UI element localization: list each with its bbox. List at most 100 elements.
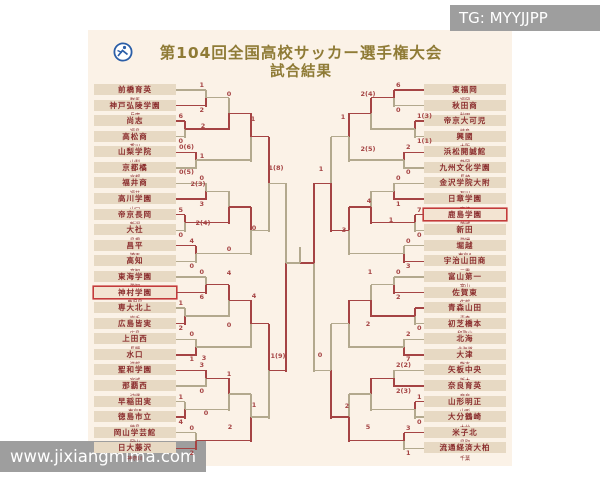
bracket-line	[185, 128, 229, 130]
bracket-line	[415, 120, 424, 122]
match-score: 0	[203, 409, 209, 417]
bracket-line	[313, 183, 315, 265]
match-score: 1	[417, 392, 422, 401]
bracket-line	[228, 378, 230, 396]
bracket-line	[370, 284, 372, 302]
match-score: 0	[417, 230, 422, 239]
bracket-line	[371, 190, 394, 192]
bracket-line	[404, 260, 424, 263]
bracket-line	[176, 447, 196, 450]
team-box: 日章学園	[424, 193, 506, 205]
bracket-line	[393, 191, 395, 201]
bracket-line	[250, 323, 252, 349]
match-score: 6	[396, 81, 401, 89]
match-score: 7	[406, 355, 411, 364]
bracket-line	[394, 276, 424, 278]
bracket-line	[394, 369, 424, 372]
match-score: 2(4)	[360, 90, 376, 98]
bracket-line	[349, 112, 371, 115]
bracket-line	[300, 262, 314, 264]
match-score: 6	[199, 293, 204, 302]
match-score: 4	[226, 269, 232, 277]
bracket-line	[314, 182, 331, 185]
bracket-line	[403, 432, 405, 442]
match-score: 7	[417, 205, 422, 214]
match-score: 0	[396, 106, 401, 115]
bracket-line	[394, 104, 424, 107]
bracket-line	[403, 152, 405, 162]
bracket-line	[195, 339, 197, 349]
team-box: 大津	[424, 348, 506, 360]
bracket-line	[285, 263, 287, 372]
bracket-line	[176, 416, 185, 418]
bracket-line	[205, 284, 207, 294]
team-box: 高川学園	[94, 193, 176, 205]
bracket-line	[205, 378, 207, 388]
team-box: 東福岡	[424, 84, 506, 95]
bracket-line	[176, 369, 206, 372]
team-box: 専大北上	[94, 302, 176, 314]
team-box: 秋田商	[424, 99, 506, 111]
bracket-line	[371, 97, 394, 99]
bracket-line	[195, 245, 197, 255]
match-score: 0	[178, 230, 183, 239]
bracket-line	[393, 378, 395, 388]
team-box: 水口	[94, 348, 176, 360]
match-score: 1(8)	[268, 164, 284, 172]
match-score: 0	[417, 417, 422, 426]
bracket-line	[250, 136, 252, 162]
bracket-line	[268, 323, 270, 372]
bracket-line	[414, 308, 416, 318]
match-score: 0	[406, 236, 411, 245]
match-score: 3	[199, 199, 204, 208]
match-score: 1	[189, 355, 194, 364]
match-score: 4	[366, 197, 372, 205]
bracket-line	[330, 136, 332, 185]
team-box: 矢板中央	[424, 364, 506, 376]
bracket-line	[349, 252, 404, 255]
match-score: 2(2)	[396, 361, 411, 370]
champion-line	[299, 247, 301, 263]
match-score: 1	[318, 165, 324, 173]
bracket-line	[331, 416, 349, 418]
bracket-line	[184, 222, 186, 232]
bracket-line	[415, 323, 424, 325]
bracket-line	[195, 347, 197, 357]
bracket-line	[195, 160, 197, 170]
bracket-line	[370, 113, 372, 131]
bracket-line	[184, 315, 186, 326]
match-score: 0	[189, 330, 194, 339]
match-score: 1	[396, 199, 401, 208]
bracket-line	[228, 284, 230, 302]
team-box: 大分鶴崎	[424, 411, 506, 423]
match-score: 1	[199, 152, 205, 160]
team-box: 金沢学院大附	[424, 177, 506, 189]
bracket-line	[176, 151, 196, 153]
bracket-line	[403, 160, 405, 170]
bracket-line	[349, 346, 404, 348]
bracket-line	[251, 323, 269, 325]
bracket-line	[251, 416, 269, 418]
bracket-line	[371, 284, 394, 286]
bracket-line	[228, 191, 230, 209]
bracket-line	[228, 206, 230, 224]
match-score: 2	[406, 330, 411, 339]
bracket-line	[196, 346, 251, 348]
bracket-line	[370, 97, 372, 115]
match-score: 1(3)	[417, 112, 432, 121]
match-score: 1	[178, 392, 183, 401]
match-score: 3	[201, 354, 207, 362]
tournament-subtitle: 試合結果	[270, 64, 332, 80]
match-score: 0	[199, 267, 204, 276]
bracket-line	[414, 401, 416, 411]
match-score: 4	[251, 292, 257, 300]
bracket-line	[184, 128, 186, 139]
bracket-line	[269, 369, 286, 372]
match-score: 2	[189, 448, 194, 457]
bracket-line	[228, 300, 230, 318]
bracket-line	[184, 214, 186, 224]
team-box: 帝京長岡	[94, 208, 176, 220]
bracket-line	[268, 136, 270, 185]
match-score: 2(3)	[396, 386, 411, 395]
bracket-line	[330, 183, 332, 232]
